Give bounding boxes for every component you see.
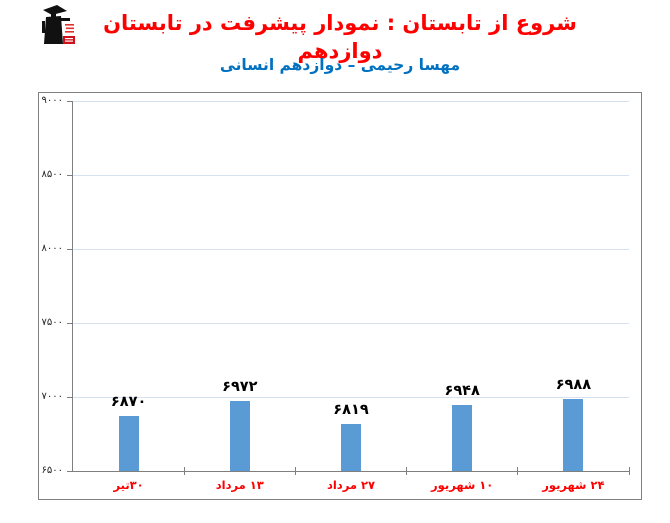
x-axis-category-label: ۱۰ شهریور [431, 478, 494, 492]
gridline [73, 174, 629, 176]
x-axis-category-label: ۲۴ شهریور [542, 478, 605, 492]
y-axis-tick-label: ۷۵۰۰ [41, 317, 63, 328]
bar [452, 404, 473, 471]
gridline [73, 248, 629, 250]
y-axis-tick-label: ۸۵۰۰ [41, 169, 63, 180]
y-axis-tick-label: ۷۰۰۰ [41, 391, 63, 402]
y-axis-tick-label: ۸۰۰۰ [41, 243, 63, 254]
bar [229, 401, 250, 471]
gridline [73, 100, 629, 102]
gridline [73, 322, 629, 324]
y-axis-tick [67, 248, 73, 250]
bar [341, 423, 361, 471]
graduate-figure-icon [36, 3, 76, 48]
bar-value-label: ۶۹۷۲ [222, 379, 258, 396]
bar-value-label: ۶۸۱۹ [333, 401, 369, 418]
x-axis-tick [183, 467, 185, 475]
x-axis-tick [628, 467, 630, 475]
y-axis-line [72, 101, 73, 471]
y-axis-tick-label: ۹۰۰۰ [41, 95, 63, 106]
kanoon-ghalamchi-logo-icon [36, 3, 76, 48]
x-axis-category-label: ۳۰تیر [113, 478, 144, 492]
y-axis-tick [67, 470, 73, 472]
bar-value-label: ۶۹۴۸ [444, 382, 480, 399]
page-subtitle: مهسا رحیمی – دوازدهم انسانی [219, 56, 461, 74]
y-axis-tick [67, 174, 73, 176]
page-title: شروع از تابستان : نمودار پیشرفت در تابست… [103, 11, 577, 64]
x-axis-category-label: ۱۳ مرداد [215, 478, 264, 492]
bar [118, 416, 139, 471]
bar-value-label: ۶۹۸۸ [555, 376, 592, 393]
y-axis-tick [67, 322, 73, 324]
y-axis-tick [67, 100, 73, 102]
x-axis-tick [517, 467, 519, 475]
bar-value-label: ۶۸۷۰ [110, 394, 147, 411]
y-axis-tick-label: ۶۵۰۰ [41, 465, 63, 476]
bar [563, 398, 584, 471]
x-axis-tick [406, 467, 408, 475]
y-axis-tick [67, 396, 73, 398]
x-axis-tick [294, 467, 296, 475]
x-axis-category-label: ۲۷ مرداد [326, 478, 376, 492]
bar-chart: ۶۵۰۰ ۷۰۰۰ ۷۵۰۰ ۸۰۰۰ ۸۵۰۰ ۹۰۰۰ ۶۸۷۰ ۳۰تیر ۶۹۷۲ ۱۳ … [38, 92, 642, 500]
